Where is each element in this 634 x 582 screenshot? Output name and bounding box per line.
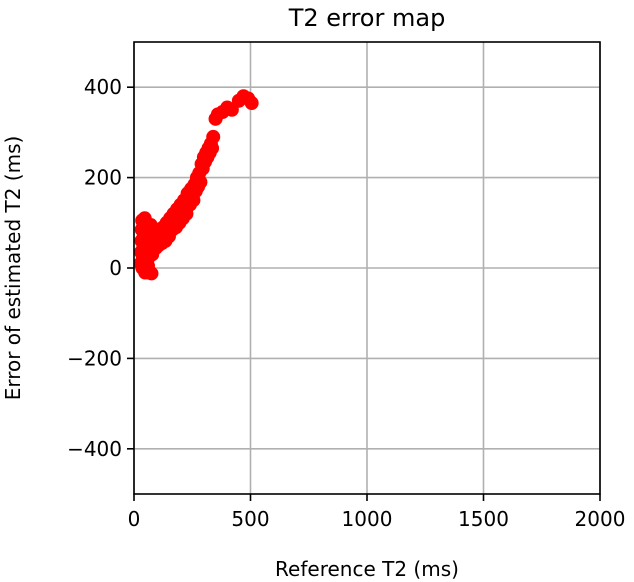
axis-ticks: 0 500 1000 1500 2000 −400 −200 0 200 400 bbox=[67, 75, 625, 531]
y-tick-label: 200 bbox=[84, 166, 122, 190]
data-point bbox=[144, 266, 159, 281]
data-point bbox=[205, 141, 220, 156]
y-axis-title: Error of estimated T2 (ms) bbox=[1, 136, 25, 401]
grid-lines bbox=[133, 42, 601, 494]
data-point bbox=[193, 175, 208, 190]
y-tick-label: −400 bbox=[67, 437, 122, 461]
x-axis-title: Reference T2 (ms) bbox=[275, 557, 459, 581]
data-points bbox=[133, 89, 259, 281]
x-tick-label: 1000 bbox=[342, 507, 393, 531]
chart-title: T2 error map bbox=[288, 4, 446, 32]
x-tick-label: 500 bbox=[231, 507, 269, 531]
data-point bbox=[206, 129, 221, 144]
y-tick-label: 0 bbox=[109, 256, 122, 280]
data-point bbox=[244, 96, 259, 111]
x-tick-label: 0 bbox=[128, 507, 141, 531]
y-tick-label: −200 bbox=[67, 346, 122, 370]
x-tick-label: 1500 bbox=[458, 507, 509, 531]
x-tick-label: 2000 bbox=[575, 507, 626, 531]
y-tick-label: 400 bbox=[84, 75, 122, 99]
